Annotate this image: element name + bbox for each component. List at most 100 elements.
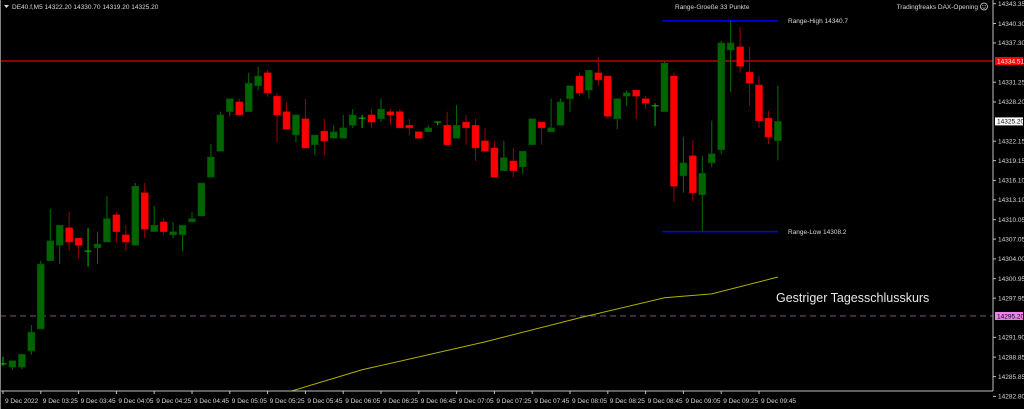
- candle-body: [339, 127, 347, 139]
- time-tick-label: 9 Dec 07:25: [496, 398, 531, 405]
- candle: [178, 224, 187, 252]
- candle-body: [745, 71, 754, 84]
- candle: [641, 96, 650, 110]
- candle: [622, 90, 631, 106]
- candle: [698, 155, 707, 231]
- candle: [18, 353, 26, 370]
- candle-body: [37, 263, 45, 330]
- candle: [452, 105, 461, 139]
- time-tick-label: 9 Dec 08:45: [648, 398, 683, 405]
- candle: [150, 205, 158, 232]
- candle-body: [178, 224, 187, 236]
- candle-body: [169, 231, 177, 236]
- candle-body: [708, 153, 716, 164]
- candle: [575, 72, 584, 97]
- candle-body: [18, 353, 26, 368]
- candle-body: [367, 114, 376, 123]
- candle: [65, 212, 73, 252]
- price-marker: [995, 117, 1023, 126]
- candle: [424, 125, 432, 133]
- time-tick-label: 9 Dec 2022: [5, 398, 39, 405]
- candle-body: [207, 156, 215, 178]
- candle-body: [141, 192, 149, 230]
- candle-body: [131, 186, 140, 246]
- candle-body: [632, 90, 640, 97]
- candle: [37, 260, 45, 330]
- candle: [443, 111, 451, 145]
- candle-body: [774, 121, 782, 142]
- candle-body: [330, 131, 338, 139]
- candle: [122, 225, 130, 252]
- candle: [396, 109, 404, 129]
- candle: [339, 114, 347, 139]
- price-tick-label: 14331.25: [998, 79, 1024, 86]
- candle-body: [509, 160, 518, 171]
- candle: [547, 98, 555, 133]
- symbol-ohlc-header: DE40.f,M5 14322.20 14330.70 14319.20 143…: [12, 4, 159, 11]
- candle: [585, 69, 593, 99]
- time-tick-label: 9 Dec 06:45: [421, 398, 456, 405]
- candle: [244, 72, 253, 112]
- candle-body: [150, 224, 158, 232]
- price-tick-label: 14328.20: [998, 99, 1024, 106]
- candle-body: [755, 84, 763, 122]
- candle-body: [689, 155, 697, 193]
- candle-body: [613, 98, 621, 120]
- candle: [254, 66, 262, 91]
- time-tick-label: 9 Dec 07:05: [459, 398, 494, 405]
- candle-body: [547, 127, 555, 133]
- candle-body: [424, 127, 432, 133]
- candle-body: [65, 227, 73, 243]
- candle-body: [74, 237, 83, 246]
- candle-body: [764, 117, 773, 138]
- candle-body: [670, 75, 678, 187]
- candle: [490, 140, 499, 178]
- candles: [0, 20, 782, 370]
- candle: [613, 98, 621, 130]
- time-tick-label: 9 Dec 09:05: [685, 398, 720, 405]
- candle: [774, 85, 782, 161]
- candle: [708, 120, 716, 167]
- candle-body: [386, 111, 395, 116]
- collapse-triangle-icon[interactable]: [4, 5, 9, 8]
- candle-body: [641, 98, 650, 104]
- candle: [764, 111, 773, 145]
- candle-body: [348, 114, 357, 126]
- candle: [689, 140, 697, 202]
- time-tick-label: 9 Dec 05:45: [307, 398, 342, 405]
- time-tick-label: 9 Dec 07:45: [534, 398, 569, 405]
- candle-body: [396, 111, 404, 129]
- candle: [282, 101, 291, 130]
- candle-body: [112, 214, 121, 232]
- candle-body: [273, 95, 281, 116]
- candle: [169, 221, 177, 239]
- candle: [537, 121, 546, 145]
- candle: [141, 183, 149, 239]
- price-tick-label: 14316.10: [998, 178, 1024, 185]
- candle-body: [235, 101, 243, 116]
- price-marker-label: 14295.20: [997, 313, 1024, 320]
- candle: [594, 57, 603, 86]
- candle-body: [263, 72, 272, 94]
- candle: [755, 76, 763, 128]
- time-tick-label: 9 Dec 04:45: [194, 398, 229, 405]
- candle-body: [197, 182, 206, 217]
- candle: [509, 147, 518, 178]
- candle-body: [736, 46, 744, 67]
- prev-close-label: Gestriger Tagesschlusskurs: [776, 291, 929, 305]
- price-tick-label: 14340.30: [998, 21, 1024, 28]
- time-tick-label: 9 Dec 06:25: [383, 398, 418, 405]
- candle-body: [566, 85, 574, 99]
- candle: [273, 92, 281, 143]
- candle-body: [585, 69, 593, 91]
- smiley-icon: [980, 2, 988, 11]
- candle: [159, 218, 168, 235]
- candle-body: [377, 108, 385, 120]
- range-high-label: Range-High 14340.7: [788, 18, 848, 25]
- candle-body: [254, 75, 262, 86]
- horizontal-lines: [0, 60, 993, 317]
- candle-body: [726, 42, 735, 51]
- candle: [46, 208, 54, 262]
- range-low-label: Range-Low 14308.2: [788, 229, 847, 236]
